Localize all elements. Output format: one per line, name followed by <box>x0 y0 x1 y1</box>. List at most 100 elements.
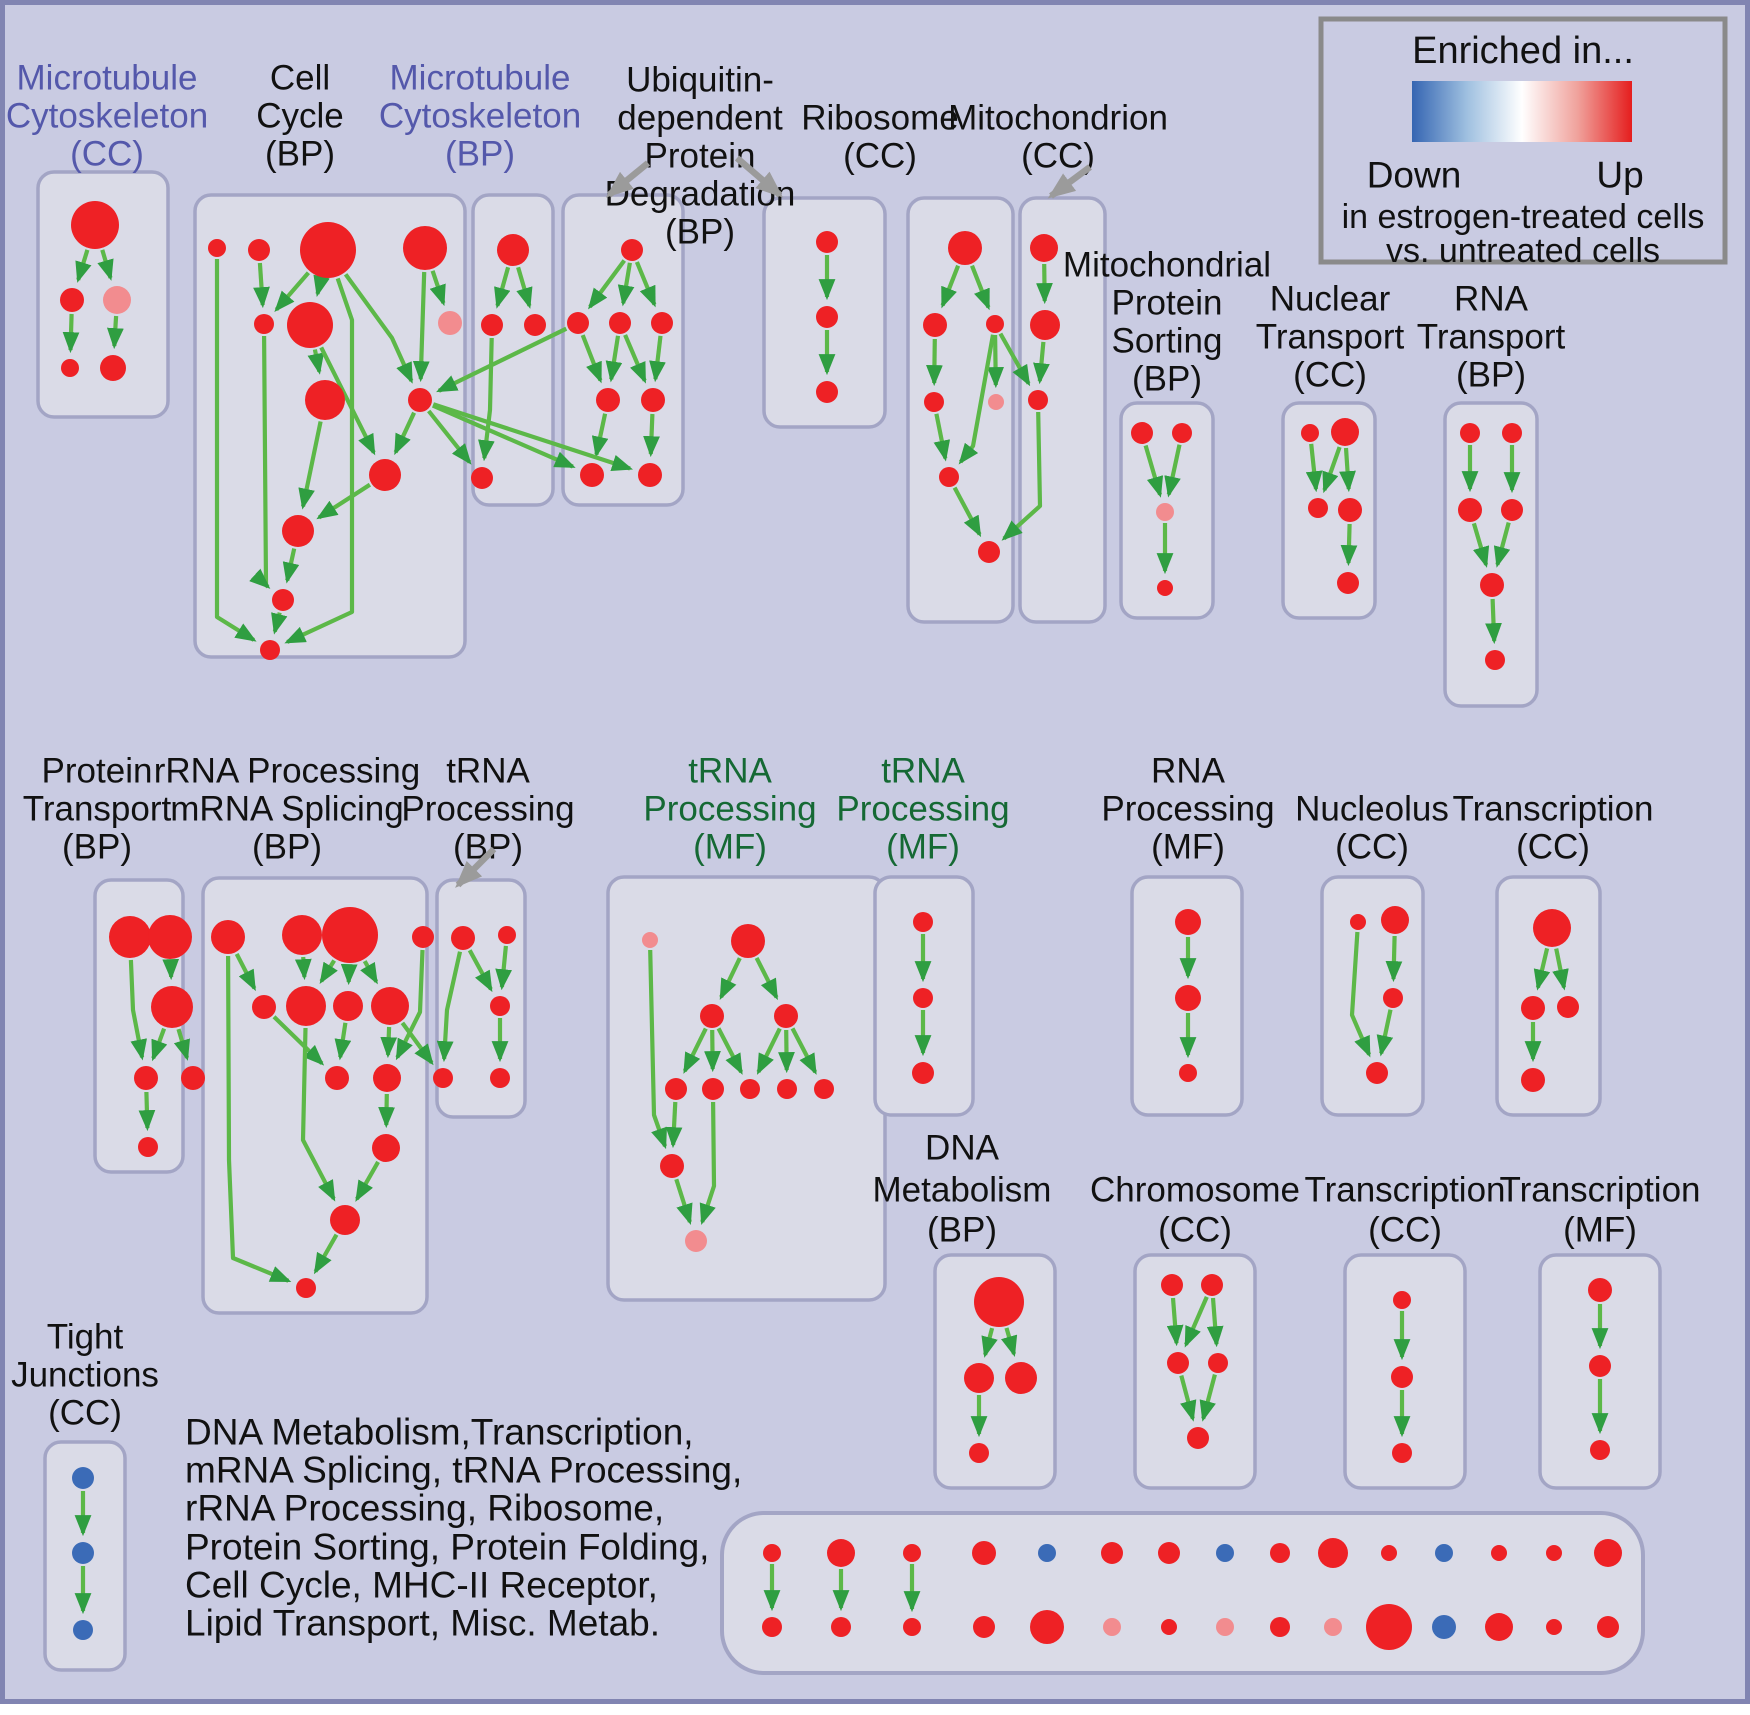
go-term-node-nuct-t3 <box>1308 498 1328 518</box>
go-term-node-cc-n9 <box>369 459 401 491</box>
legend-up-label: Up <box>1596 155 1643 196</box>
go-term-node-tight-b3 <box>73 1620 93 1640</box>
go-term-node-nucl-k2 <box>1381 906 1409 934</box>
edge-rrna <box>300 1027 336 1202</box>
go-term-node-rrna-q4 <box>412 926 434 948</box>
edge-trnamf1 <box>704 1029 721 1073</box>
cluster-label-mtbp-line1: Microtubule <box>390 59 571 98</box>
go-term-node-mtcc-a <box>71 201 119 249</box>
cluster-label-rnat-line1: RNA <box>1454 280 1529 319</box>
edge-cc <box>393 411 417 456</box>
edge-ribo <box>958 334 996 465</box>
edge-rrna <box>334 1022 352 1061</box>
bottom-panel-top-node-2 <box>827 1539 855 1567</box>
cluster-label-rrna-line3: (BP) <box>252 828 322 867</box>
cluster-label-nucl-line1: Nucleolus <box>1295 790 1449 829</box>
go-term-node-trnamf1-g5 <box>665 1078 687 1100</box>
go-term-node-trnamf2-h1 <box>913 912 933 932</box>
edge-rrna <box>226 955 292 1283</box>
go-term-node-cc-n3 <box>300 222 356 278</box>
edge-trnamf1 <box>665 1101 683 1149</box>
edge-mtcc <box>97 249 114 281</box>
cluster-label-trnamf2-line3: (MF) <box>886 828 960 867</box>
legend-down-label: Down <box>1367 155 1462 196</box>
edge-nuct <box>1340 523 1358 567</box>
cluster-label-dnam-line3: (BP) <box>927 1211 997 1250</box>
go-term-node-cc-n7 <box>438 311 462 335</box>
cluster-label-dnam-line1: DNA <box>925 1129 1000 1168</box>
edge-ribo <box>952 486 982 538</box>
go-term-node-sort-s3 <box>1156 503 1174 521</box>
go-term-node-trnamf1-g10 <box>660 1154 684 1178</box>
cluster-label-sort-line4: (BP) <box>1132 360 1202 399</box>
cluster-label-trnamf1-line2: Processing <box>643 790 816 829</box>
bottom-panel-bottom-node-12 <box>1432 1615 1456 1639</box>
bottom-panel-top-node-13 <box>1491 1545 1507 1561</box>
edge-cc <box>253 262 270 309</box>
edge-cc <box>319 346 376 456</box>
edge-trnamf1 <box>682 1027 708 1074</box>
go-term-node-txmf-o3 <box>1590 1440 1610 1460</box>
edge-rrna <box>319 959 338 984</box>
go-term-node-prot-p1 <box>109 916 151 958</box>
edge-cc <box>298 421 323 510</box>
go-term-node-rrna-q11 <box>372 1134 400 1162</box>
edge-nucl <box>1385 935 1403 983</box>
bottom-panel-top-node-5 <box>1038 1544 1056 1562</box>
edge-trnamf1 <box>754 956 779 1001</box>
cluster-label-trnamf2-line1: tRNA <box>881 752 965 791</box>
edge-cc <box>274 271 310 312</box>
go-term-node-tight-b2 <box>72 1542 94 1564</box>
edge-trnamf1 <box>648 949 667 1150</box>
edge-rrna <box>360 960 379 985</box>
go-term-node-nuct-t4 <box>1338 498 1362 522</box>
go-term-node-txcc1-l3 <box>1557 996 1579 1018</box>
go-term-node-mtbp-m2 <box>481 314 503 336</box>
cluster-label-nuct-line1: Nuclear <box>1270 280 1391 319</box>
edge-ubiq <box>591 413 609 458</box>
cluster-label-cc-line1: Cell <box>270 59 330 98</box>
go-term-node-rrna-q8 <box>371 987 409 1025</box>
go-term-node-txcc1-l1 <box>1533 909 1571 947</box>
edge-trnamf1 <box>756 1027 782 1075</box>
bottom-panel-bottom-node-7 <box>1161 1619 1177 1635</box>
bottom-panel-box <box>720 1511 1645 1675</box>
edge-chrom <box>1206 1297 1224 1348</box>
go-term-node-trnamf1-g7 <box>740 1079 760 1099</box>
edge-mtbp <box>478 337 495 462</box>
cluster-label-txcc1-line1: Transcription <box>1453 790 1654 829</box>
go-term-node-cc-n4 <box>403 226 447 270</box>
cluster-label-txmf-line2: (MF) <box>1563 1211 1637 1250</box>
go-term-node-txcc2-f3 <box>1392 1443 1412 1463</box>
cross-edge <box>427 409 472 465</box>
go-term-node-ubiq-u1 <box>567 312 589 334</box>
go-term-node-trnabp-w1 <box>451 926 475 950</box>
go-term-node-txcc2-f1 <box>1393 1291 1411 1309</box>
bottom-panel-top-node-6 <box>1101 1542 1123 1564</box>
cluster-label-tight-line2: Junctions <box>11 1356 159 1395</box>
bottom-panel-bottom-node-15 <box>1597 1616 1619 1638</box>
go-term-node-mtcc-b <box>60 288 84 312</box>
edge-trnamf1 <box>778 1029 795 1074</box>
edge-ubiq <box>605 335 623 383</box>
edge-ubiq <box>634 261 657 308</box>
edge-ribo <box>970 264 991 311</box>
cluster-label-rnamf-line3: (MF) <box>1151 828 1225 867</box>
bottom-panel-top-node-15 <box>1594 1539 1622 1567</box>
go-term-node-prot-p4 <box>134 1066 158 1090</box>
cluster-label-trnamf1-line1: tRNA <box>688 752 772 791</box>
edge-ribo <box>940 264 961 309</box>
cluster-label-txcc2-line2: (CC) <box>1368 1211 1442 1250</box>
go-term-node-trnabp-w3 <box>490 996 510 1016</box>
edge-trnamf1 <box>790 1027 818 1075</box>
go-term-node-trnabp-w5 <box>490 1068 510 1088</box>
edge-rrna <box>380 1026 398 1059</box>
cluster-label-rnat-line2: Transport <box>1417 318 1566 357</box>
go-term-node-trnamf2-h2 <box>913 988 933 1008</box>
edge-nuct <box>1322 446 1342 494</box>
go-term-node-cc-n8 <box>305 380 345 420</box>
cluster-label-trnabp-line2: Processing <box>401 790 574 829</box>
go-term-node-rrna-q3 <box>322 907 378 963</box>
edge-ubiq <box>649 335 666 383</box>
